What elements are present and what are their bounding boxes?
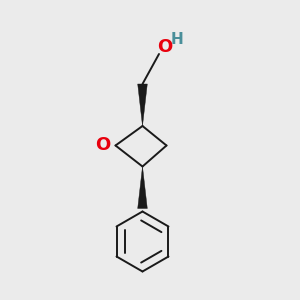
Text: O: O xyxy=(158,38,172,56)
Polygon shape xyxy=(138,167,147,208)
Text: H: H xyxy=(171,32,183,46)
Text: O: O xyxy=(95,136,110,154)
Polygon shape xyxy=(138,84,147,126)
